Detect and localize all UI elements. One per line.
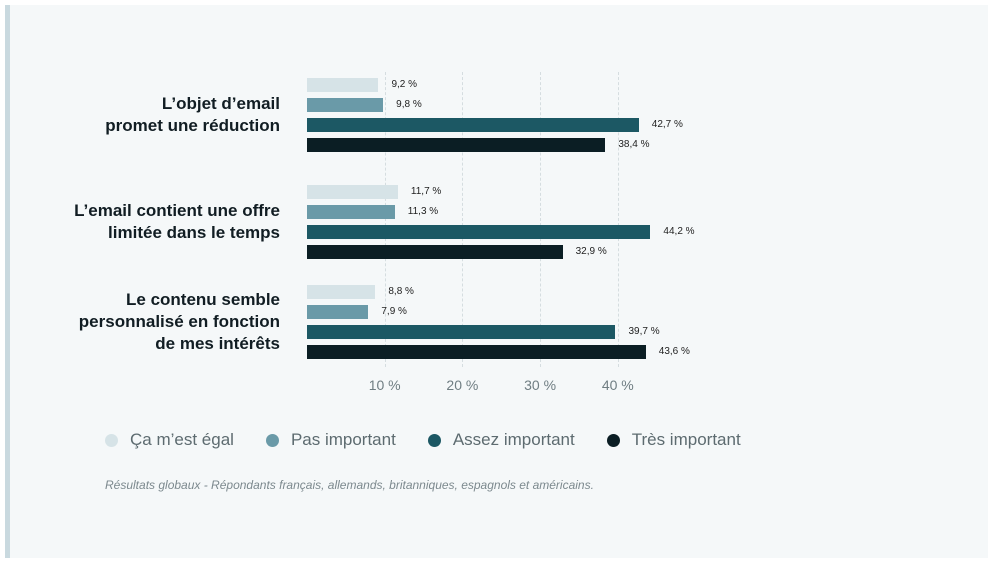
category-label: L’objet d’email promet une réduction xyxy=(10,93,280,137)
bar xyxy=(307,185,398,199)
chart-legend: Ça m’est égal Pas important Assez importan… xyxy=(105,430,773,450)
bar-value-label: 42,7 % xyxy=(651,119,683,130)
category-label: L’email contient une offre limitée dans l… xyxy=(10,200,280,244)
bar-value-label: 44,2 % xyxy=(663,226,695,237)
chart-footnote: Résultats globaux - Répondants français,… xyxy=(105,478,594,492)
legend-item: Assez important xyxy=(427,430,575,450)
x-tick-label: 20 % xyxy=(446,377,479,393)
bar xyxy=(307,325,616,339)
legend-label: Ça m’est égal xyxy=(130,430,234,449)
bar xyxy=(307,225,651,239)
legend-swatch xyxy=(427,433,441,447)
legend-item: Pas important xyxy=(265,430,396,450)
gridline-10 xyxy=(384,72,386,367)
bar-value-label: 9,2 % xyxy=(391,79,418,90)
category-label-line: L’objet d’email xyxy=(161,94,280,113)
bar-value-label: 32,9 % xyxy=(575,246,607,257)
category-label-line: personnalisé en fonction xyxy=(78,312,280,331)
category-label-line: de mes intérêts xyxy=(155,334,280,353)
gridline-30 xyxy=(540,72,542,367)
bar xyxy=(307,98,384,112)
gridline-40 xyxy=(617,72,619,367)
bar xyxy=(307,345,646,359)
legend-item: Ça m’est égal xyxy=(105,430,234,450)
gridline-20 xyxy=(462,72,464,367)
legend-swatch xyxy=(606,433,620,447)
bar-value-label: 43,6 % xyxy=(658,346,690,357)
legend-swatch xyxy=(105,433,118,447)
category-label-line: L’email contient une offre xyxy=(74,201,280,220)
bar-value-label: 7,9 % xyxy=(381,306,407,317)
bar xyxy=(307,118,639,132)
bar-value-label: 39,7 % xyxy=(628,326,660,337)
bar xyxy=(307,245,563,259)
bar xyxy=(307,205,395,219)
legend-label: Très important xyxy=(631,430,741,449)
bar xyxy=(307,138,606,152)
bar-value-label: 11,7 % xyxy=(410,186,442,197)
category-label-line: limitée dans le temps xyxy=(108,223,280,242)
x-tick-label: 10 % xyxy=(368,377,401,393)
bar-value-label: 38,4 % xyxy=(618,139,650,150)
bar xyxy=(307,285,376,299)
legend-item: Très important xyxy=(606,430,741,450)
legend-swatch xyxy=(265,433,279,447)
bar-value-label: 11,3 % xyxy=(407,206,439,217)
category-label: Le contenu semble personnalisé en fonctio… xyxy=(10,289,280,355)
bar-value-label: 8,8 % xyxy=(388,286,414,297)
bar xyxy=(307,305,369,319)
chart-card xyxy=(5,5,988,558)
bar xyxy=(307,78,379,92)
legend-label: Pas important xyxy=(290,430,396,449)
category-label-line: Le contenu semble xyxy=(126,290,280,309)
x-tick-label: 30 % xyxy=(524,377,557,393)
x-tick-label: 40 % xyxy=(601,377,634,393)
category-label-line: promet une réduction xyxy=(105,116,280,135)
legend-label: Assez important xyxy=(452,430,575,449)
bar-value-label: 9,8 % xyxy=(396,99,422,110)
